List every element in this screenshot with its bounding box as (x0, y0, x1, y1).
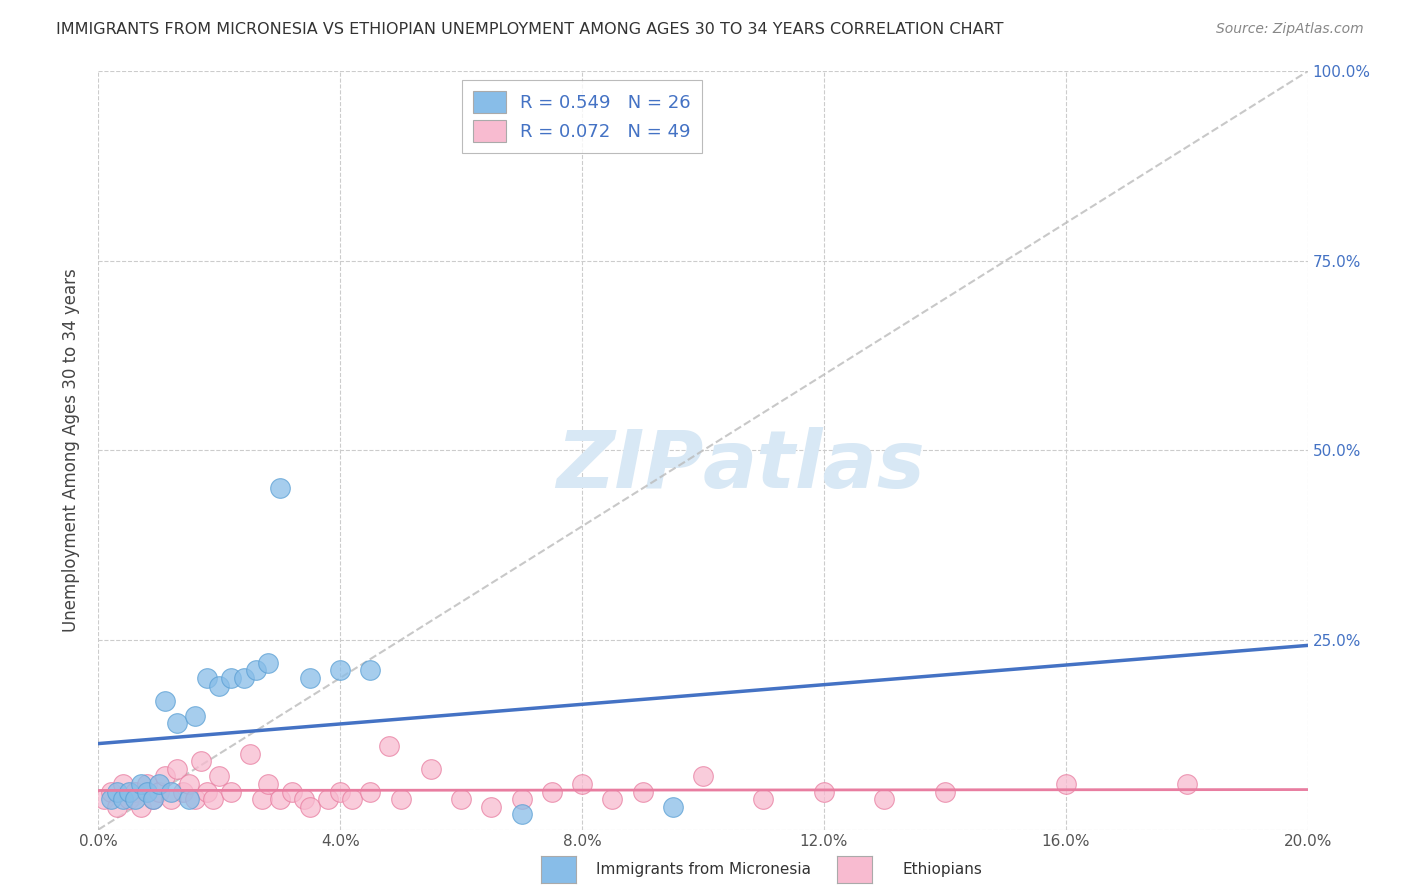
Text: ZIP: ZIP (555, 426, 703, 505)
Point (299, 671, 322, 685)
Point (377, 739, 399, 753)
Point (179, 777, 201, 791)
Point (1054, 777, 1077, 791)
Point (190, 755, 212, 769)
Point (208, 678, 231, 692)
Point (540, 785, 562, 799)
Point (752, 792, 775, 806)
Point (360, 664, 382, 678)
Point (172, 785, 194, 799)
Point (256, 777, 278, 791)
Point (166, 762, 188, 776)
Point (292, 792, 315, 806)
Point (208, 769, 231, 784)
Point (631, 785, 654, 799)
Point (269, 482, 291, 496)
Point (329, 785, 352, 799)
Point (342, 792, 364, 806)
Point (179, 792, 201, 806)
Point (450, 792, 472, 806)
Text: IMMIGRANTS FROM MICRONESIA VS ETHIOPIAN UNEMPLOYMENT AMONG AGES 30 TO 34 YEARS C: IMMIGRANTS FROM MICRONESIA VS ETHIOPIAN … (56, 22, 1004, 37)
Point (873, 792, 896, 806)
Point (256, 656, 278, 670)
Point (111, 792, 134, 806)
Point (389, 792, 412, 806)
Point (239, 747, 262, 761)
Point (184, 792, 207, 806)
Point (93, 792, 115, 806)
Point (360, 785, 382, 799)
Point (420, 762, 443, 776)
Point (510, 807, 533, 822)
Point (153, 769, 176, 784)
Point (571, 777, 593, 791)
Point (105, 800, 128, 814)
Point (105, 785, 128, 799)
Point (329, 664, 352, 678)
Point (1175, 777, 1198, 791)
Point (813, 785, 835, 799)
Point (111, 777, 134, 791)
Point (135, 777, 157, 791)
Point (510, 792, 533, 806)
Point (934, 785, 956, 799)
Point (129, 800, 152, 814)
Point (221, 785, 243, 799)
Point (148, 785, 170, 799)
Point (135, 785, 157, 799)
Y-axis label: Unemployment Among Ages 30 to 34 years: Unemployment Among Ages 30 to 34 years (62, 268, 80, 632)
Point (160, 785, 183, 799)
Point (129, 777, 152, 791)
Point (202, 792, 225, 806)
Point (269, 792, 291, 806)
Point (245, 664, 267, 678)
Point (160, 792, 183, 806)
Point (124, 792, 146, 806)
Point (299, 800, 322, 814)
Point (142, 792, 165, 806)
Point (100, 792, 122, 806)
Point (195, 785, 218, 799)
Text: Source: ZipAtlas.com: Source: ZipAtlas.com (1216, 22, 1364, 37)
Text: Immigrants from Micronesia: Immigrants from Micronesia (596, 863, 810, 877)
Point (316, 792, 339, 806)
Point (481, 800, 503, 814)
Point (692, 769, 714, 784)
Point (195, 671, 218, 685)
Point (148, 777, 170, 791)
Legend: R = 0.549   N = 26, R = 0.072   N = 49: R = 0.549 N = 26, R = 0.072 N = 49 (463, 80, 702, 153)
Point (142, 792, 165, 806)
Point (221, 671, 243, 685)
Point (232, 671, 254, 685)
Text: Ethiopians: Ethiopians (903, 863, 981, 877)
Point (100, 785, 122, 799)
Text: atlas: atlas (703, 426, 925, 505)
Point (118, 785, 141, 799)
Point (281, 785, 304, 799)
Point (661, 800, 683, 814)
Point (602, 792, 624, 806)
Point (118, 792, 141, 806)
Point (166, 716, 188, 731)
Point (250, 792, 273, 806)
Point (184, 708, 207, 723)
Point (153, 694, 176, 708)
Point (124, 785, 146, 799)
